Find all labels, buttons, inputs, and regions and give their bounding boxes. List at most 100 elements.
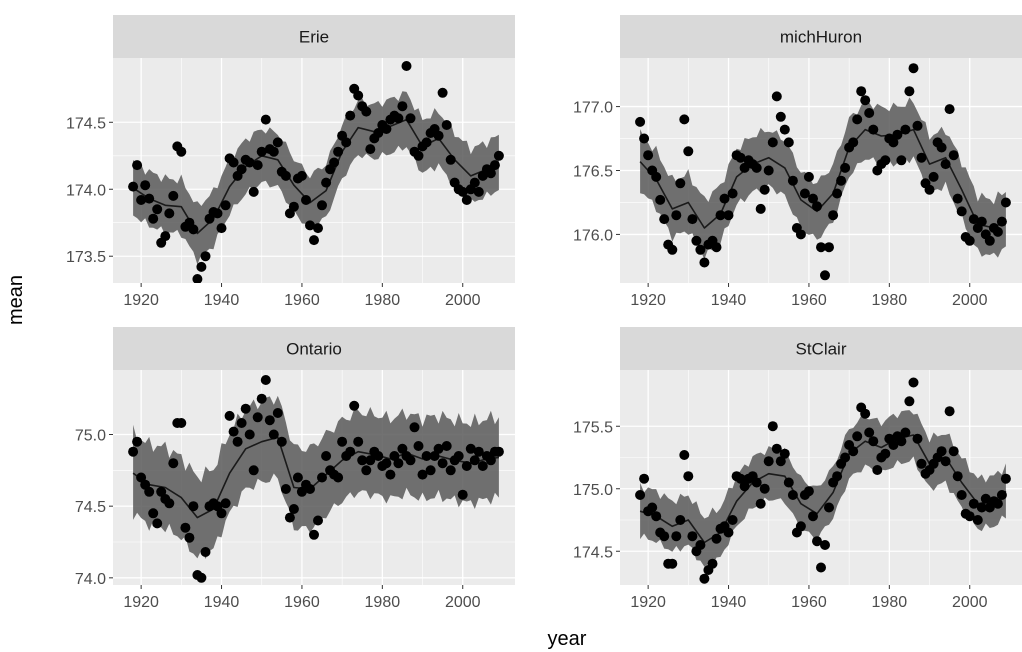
data-point [799,188,810,199]
data-point [787,490,798,500]
data-point [771,443,782,454]
data-point [912,433,923,444]
data-point [900,124,911,135]
x-tick-label: 2000 [445,292,481,309]
data-point [188,224,199,235]
data-point [956,206,967,217]
data-point [912,120,923,131]
data-point [345,110,356,121]
data-point [908,63,919,74]
x-tick-label: 1960 [791,292,827,309]
y-tick-label: 175.0 [573,482,613,499]
data-point [900,427,911,438]
data-point [473,186,484,197]
data-point [441,120,452,130]
data-point [132,160,143,171]
data-point [727,515,738,525]
data-point [433,130,444,141]
data-point [284,512,295,523]
data-point [321,451,332,461]
data-point [852,431,863,442]
data-point [767,421,778,432]
data-point [349,400,360,411]
data-point [272,408,283,418]
data-point [992,226,1003,237]
data-point [417,469,428,480]
data-point [337,436,348,447]
data-point [868,124,879,135]
data-point [260,375,271,385]
data-point [928,171,939,182]
data-point [341,137,352,148]
strip-background [620,15,1022,58]
data-point [679,450,690,460]
data-point [220,498,231,509]
data-point [864,427,875,438]
data-point [152,518,163,529]
data-point [916,152,927,163]
data-point [816,242,826,253]
data-point [948,446,959,457]
data-point [236,164,247,175]
data-point [856,86,867,97]
data-point [803,171,814,182]
data-point [413,150,424,161]
data-point [944,104,955,115]
data-point [659,214,670,225]
data-point [651,171,662,182]
data-point [168,458,179,469]
data-point [643,150,654,161]
data-point [635,116,646,127]
panel-michHuron: michHuron 1920 1940 1960 1980 2000 176.0 176.5 1… [573,15,1022,309]
data-point [639,133,650,144]
data-point [751,162,762,173]
data-point [252,412,263,423]
data-point [469,455,480,466]
data-point [405,455,416,466]
x-tick-label: 1960 [284,594,320,611]
data-point [313,223,323,234]
data-point [248,465,259,476]
smooth-line [132,436,499,519]
data-point [132,436,143,447]
data-point [980,493,991,504]
data-point [651,511,662,522]
data-point [216,508,227,519]
data-point [433,443,444,454]
data-point [232,436,243,447]
data-point [301,195,311,205]
data-point [904,86,915,97]
data-point [305,484,315,494]
data-point [687,214,698,225]
data-point [775,111,786,122]
data-point [675,515,686,525]
data-point [144,486,155,497]
data-point [164,208,175,219]
data-point [976,216,987,227]
data-point [361,106,372,117]
x-tick-label: 1940 [204,594,240,611]
data-point [421,137,432,148]
data-point [711,533,722,544]
data-point [735,473,746,484]
data-point [224,410,235,421]
data-point [228,157,239,168]
data-point [723,527,734,538]
data-point [437,87,448,98]
data-point [848,137,859,148]
data-point [477,461,488,471]
data-point [860,408,871,419]
data-point [309,235,319,246]
data-point [683,146,694,157]
data-point [148,508,159,519]
data-point [168,190,179,201]
panel-plot-area [128,375,504,583]
data-point [329,157,340,168]
x-axis-title: year [548,628,587,650]
data-point [196,572,207,583]
data-point [413,441,424,451]
data-point [272,137,283,148]
y-tick-label: 174.0 [66,182,106,199]
data-point [180,522,191,533]
data-point [220,200,231,211]
